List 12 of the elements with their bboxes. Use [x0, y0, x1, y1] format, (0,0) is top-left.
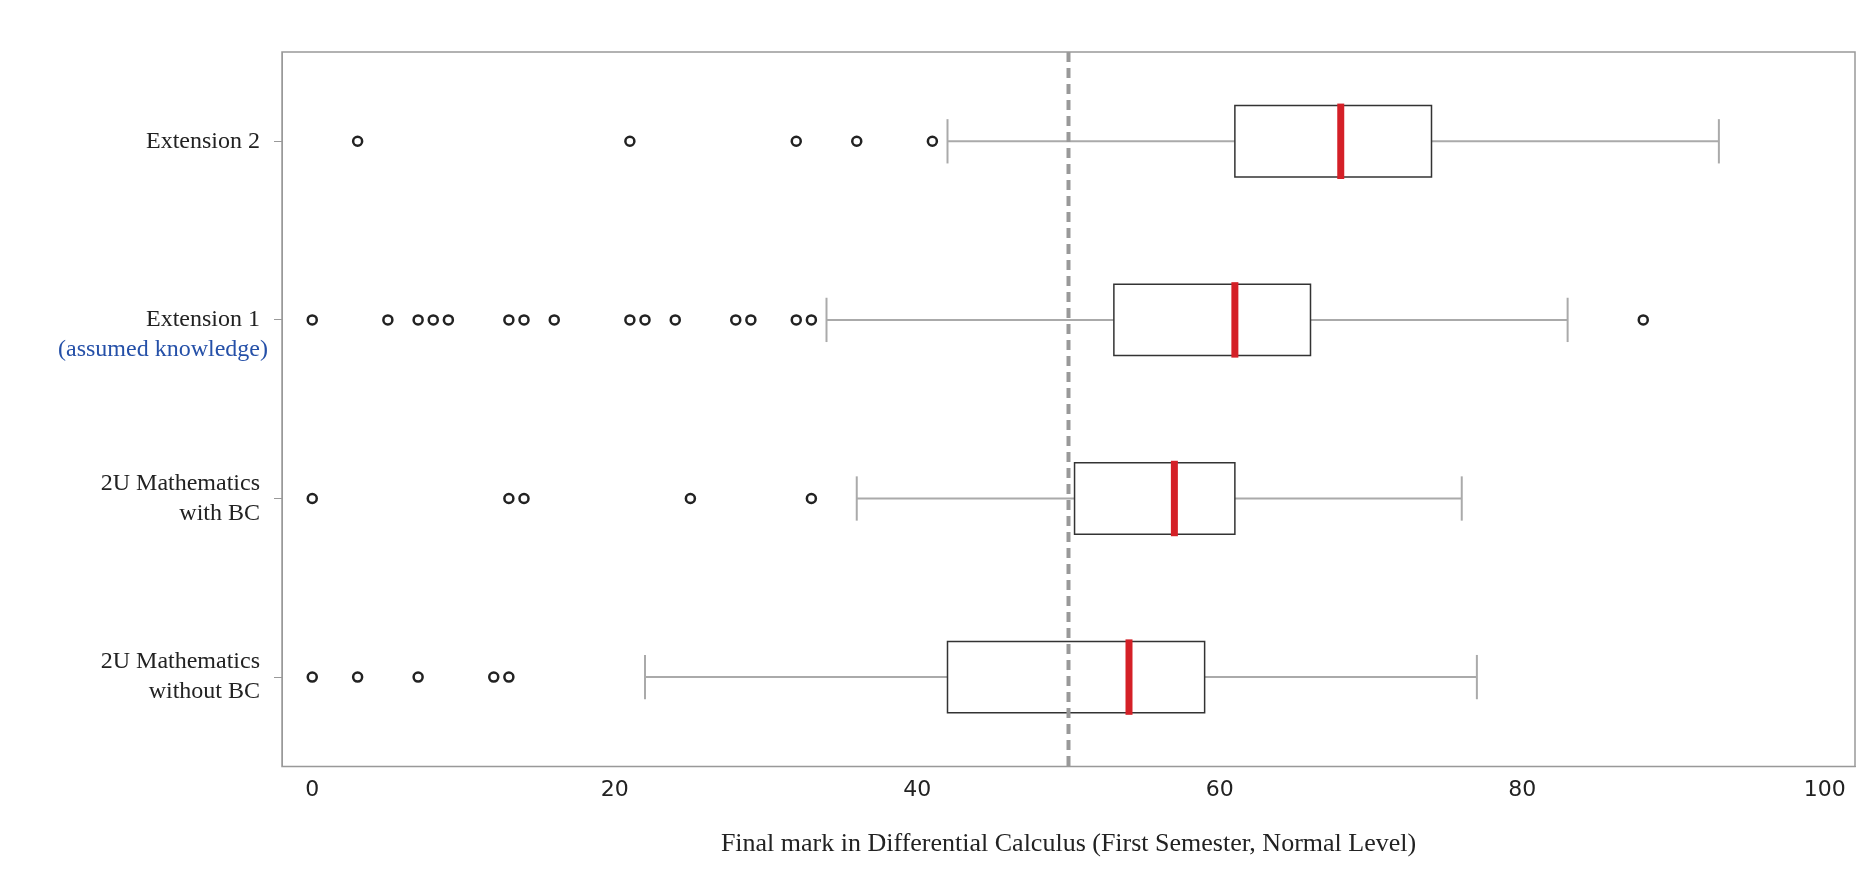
y-tick-label: Extension 1	[146, 305, 260, 332]
text: (assumed knowledge)	[58, 335, 268, 362]
x-tick-label: 0	[305, 776, 320, 802]
x-tick-label: 40	[903, 776, 932, 802]
y-tick-label: 2U Mathematics without BC	[100, 647, 260, 704]
x-tick-label: 80	[1508, 776, 1537, 802]
y-tick-label: Extension 2	[146, 126, 260, 153]
x-tick-label: 20	[600, 776, 629, 802]
x-axis-title: Final mark in Differential Calculus (First Semester, Normal Level)	[720, 828, 1417, 858]
x-tick-label: 100	[1803, 776, 1846, 802]
y-tick-label: 2U Mathematics with BC	[100, 468, 260, 525]
x-tick-label: 60	[1205, 776, 1234, 802]
